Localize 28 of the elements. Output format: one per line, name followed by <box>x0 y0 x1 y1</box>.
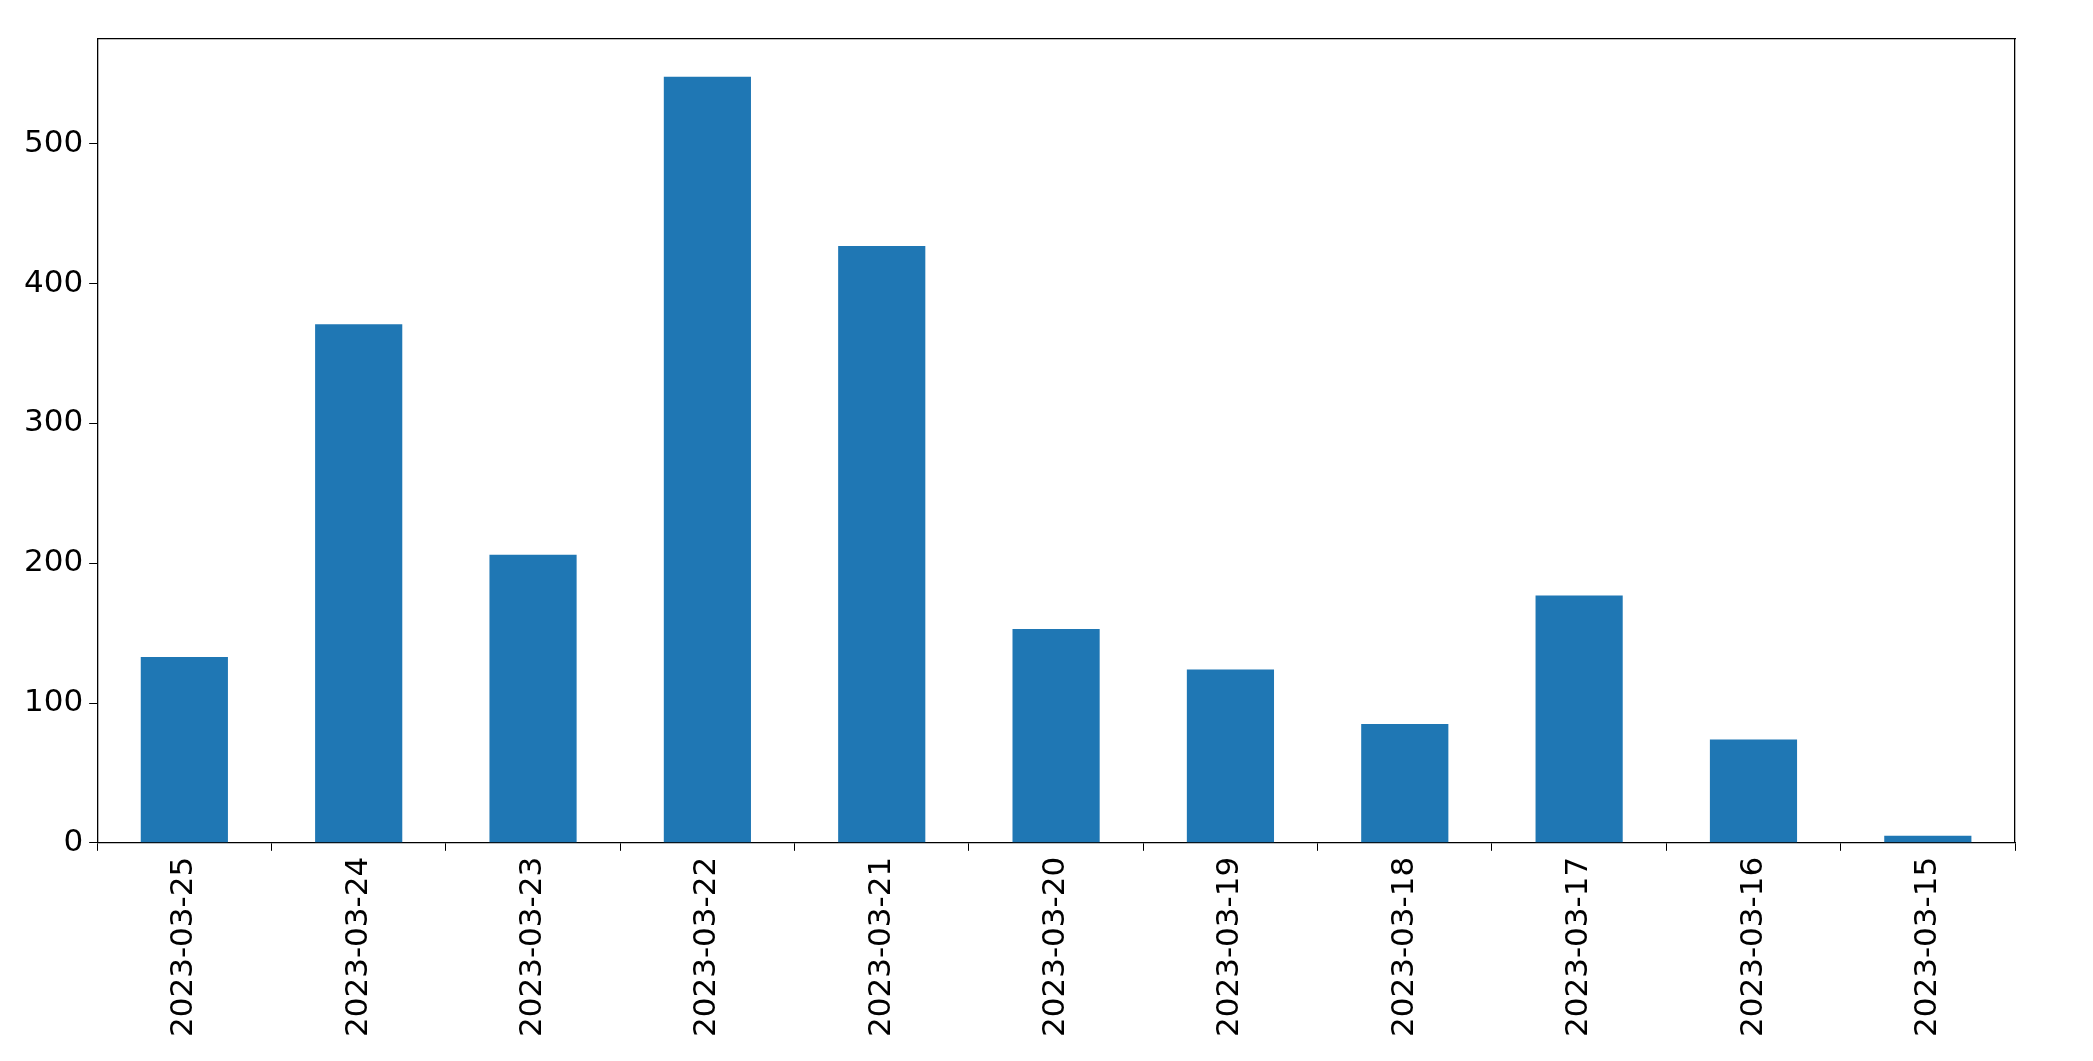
bar <box>1535 595 1623 843</box>
x-tick-label: 2023-03-17 <box>1558 856 1595 1038</box>
x-tick-label: 2023-03-20 <box>1035 856 1072 1038</box>
y-tick-label: 400 <box>24 262 84 299</box>
bar <box>1884 835 1972 843</box>
bar <box>1186 669 1275 843</box>
bar <box>140 656 228 843</box>
bar <box>315 324 403 843</box>
x-tick-label: 2023-03-21 <box>860 856 897 1038</box>
y-tick-label: 0 <box>63 821 84 858</box>
y-tick-label: 100 <box>24 682 84 719</box>
y-tick-label: 300 <box>24 402 84 439</box>
bar <box>1012 628 1100 843</box>
bar <box>1361 724 1449 843</box>
bar <box>838 245 926 843</box>
y-tick-label: 500 <box>24 122 84 159</box>
x-tick-label: 2023-03-22 <box>686 856 723 1038</box>
x-tick-label: 2023-03-25 <box>163 856 200 1038</box>
y-tick-label: 200 <box>24 542 84 579</box>
x-tick-label: 2023-03-15 <box>1906 856 1943 1038</box>
x-tick-label: 2023-03-16 <box>1732 856 1769 1038</box>
x-tick-label: 2023-03-24 <box>337 856 374 1038</box>
bar <box>1709 739 1798 843</box>
bar <box>489 554 577 843</box>
bar <box>663 76 751 843</box>
x-tick-label: 2023-03-19 <box>1209 856 1246 1038</box>
x-tick-label: 2023-03-18 <box>1383 856 1420 1038</box>
x-tick-label: 2023-03-23 <box>512 856 549 1038</box>
